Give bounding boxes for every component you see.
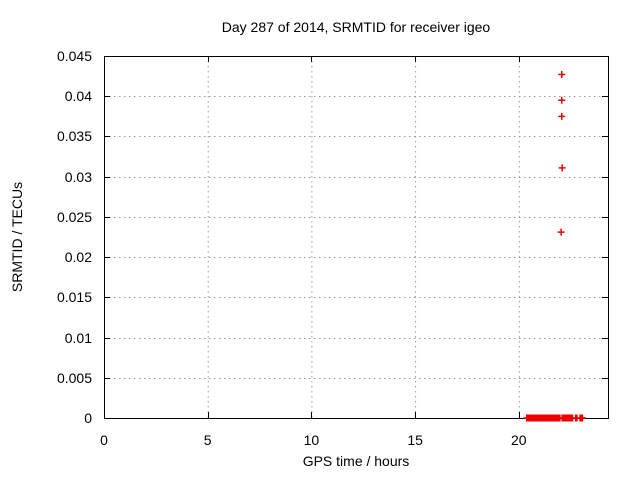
plot-border [104,56,609,419]
x-tick-label: 10 [303,432,320,448]
y-axis-label: SRMTID / TECUs [9,181,25,293]
y-tick-label: 0.005 [56,369,92,386]
x-tick-label: 20 [511,432,527,448]
x-tick-label: 0 [100,432,108,448]
data-point-markers [523,71,586,422]
y-tick-label: 0.015 [56,289,92,306]
y-tick-label: 0.045 [56,48,92,64]
y-tick-label: 0.025 [56,208,92,225]
y-tick-label: 0.035 [56,128,92,145]
y-tick-label: 0.03 [64,168,92,185]
y-tick-label: 0 [84,410,92,426]
x-tick-label: 15 [407,432,423,448]
y-tick-label: 0.01 [64,329,92,346]
x-axis-label: GPS time / hours [302,453,410,469]
chart-title: Day 287 of 2014, SRMTID for receiver ige… [221,19,491,35]
x-tick-label: 5 [203,432,212,448]
y-tick-label: 0.02 [64,249,92,266]
y-tick-label: 0.04 [64,88,92,105]
